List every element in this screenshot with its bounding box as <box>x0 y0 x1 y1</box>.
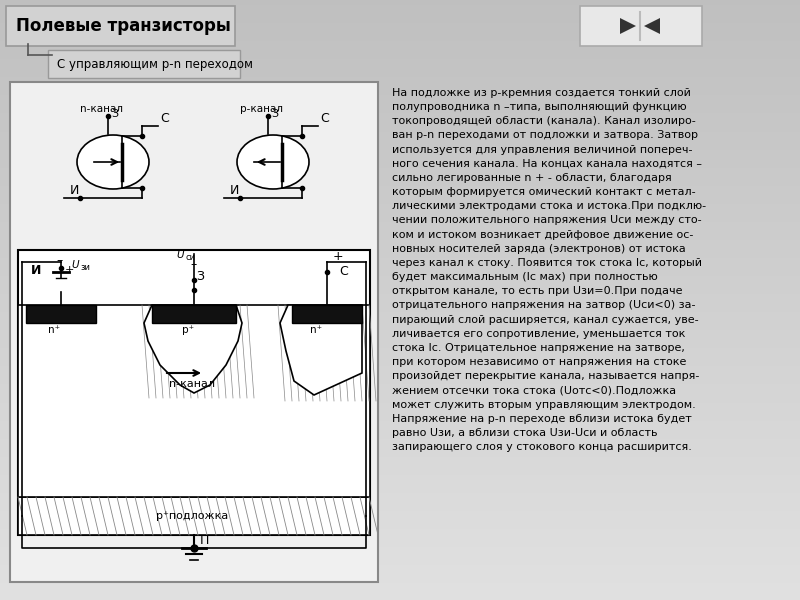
Text: –: – <box>190 258 196 271</box>
Text: П: П <box>200 534 210 547</box>
Text: р-канал: р-канал <box>240 104 283 114</box>
FancyBboxPatch shape <box>580 6 702 46</box>
Text: На подложке из p-кремния создается тонкий слой
полупроводника n –типа, выполняющ: На подложке из p-кремния создается тонки… <box>392 88 706 452</box>
FancyBboxPatch shape <box>6 6 235 46</box>
Text: р⁺: р⁺ <box>182 325 194 335</box>
FancyBboxPatch shape <box>48 50 240 78</box>
Polygon shape <box>280 305 362 395</box>
FancyBboxPatch shape <box>18 497 370 535</box>
Text: U: U <box>176 250 184 260</box>
Text: С: С <box>339 265 348 278</box>
Text: р⁺подложка: р⁺подложка <box>156 511 228 521</box>
Text: И: И <box>31 264 42 277</box>
Text: С: С <box>160 112 169 125</box>
FancyBboxPatch shape <box>292 305 362 323</box>
FancyBboxPatch shape <box>152 305 236 323</box>
Polygon shape <box>144 305 242 393</box>
Text: n⁺: n⁺ <box>310 325 322 335</box>
Text: Полевые транзисторы: Полевые транзисторы <box>16 17 231 35</box>
Polygon shape <box>620 18 636 34</box>
Text: n-канал: n-канал <box>169 379 215 389</box>
Polygon shape <box>644 18 660 34</box>
FancyBboxPatch shape <box>10 82 378 582</box>
Text: З: З <box>196 270 204 283</box>
FancyBboxPatch shape <box>18 305 370 497</box>
Text: n⁺: n⁺ <box>48 325 60 335</box>
Text: С: С <box>320 112 329 125</box>
Text: +: + <box>333 250 344 263</box>
Text: зи: зи <box>80 263 90 272</box>
Text: И: И <box>230 184 239 197</box>
Text: З: З <box>111 109 118 119</box>
Text: З: З <box>271 109 278 119</box>
FancyBboxPatch shape <box>26 305 96 323</box>
Text: си: си <box>185 253 195 262</box>
Text: U: U <box>71 260 78 270</box>
Text: +: + <box>65 265 74 275</box>
Text: И: И <box>70 184 79 197</box>
FancyBboxPatch shape <box>18 250 370 535</box>
Ellipse shape <box>237 135 309 189</box>
Ellipse shape <box>77 135 149 189</box>
Text: n-канал: n-канал <box>80 104 123 114</box>
Text: –: – <box>56 254 62 267</box>
Text: С управляющим p-n переходом: С управляющим p-n переходом <box>57 58 253 71</box>
